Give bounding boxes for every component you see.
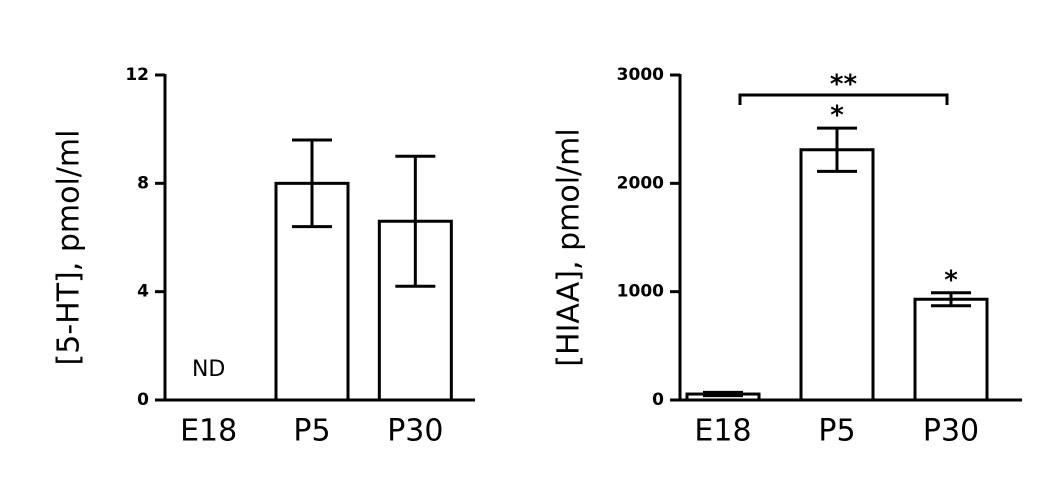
- annotation: *: [944, 265, 958, 295]
- x-tick-label: E18: [694, 414, 751, 449]
- y-tick-label: 4: [137, 282, 149, 302]
- y-axis-label: [5-HT], pmol/ml: [52, 130, 87, 366]
- annotation: **: [830, 70, 858, 100]
- x-tick-label: P5: [293, 414, 330, 449]
- x-tick-label: P30: [923, 414, 979, 449]
- y-tick-label: 0: [137, 390, 149, 410]
- annotation: ND: [192, 357, 225, 382]
- x-tick-label: P30: [387, 414, 443, 449]
- x-tick-label: E18: [180, 414, 237, 449]
- y-tick-label: 1000: [617, 282, 664, 302]
- x-tick-label: P5: [818, 414, 855, 449]
- y-tick-label: 2000: [617, 173, 664, 193]
- bar: [913, 297, 989, 402]
- bar: [799, 148, 875, 402]
- y-tick-label: 3000: [617, 65, 664, 85]
- y-tick-label: 12: [125, 65, 149, 85]
- y-tick-label: 0: [652, 390, 664, 410]
- bracket: [738, 93, 949, 105]
- annotation: *: [830, 101, 844, 131]
- y-axis-label: [HIAA], pmol/ml: [552, 128, 587, 366]
- y-tick-label: 8: [137, 173, 149, 193]
